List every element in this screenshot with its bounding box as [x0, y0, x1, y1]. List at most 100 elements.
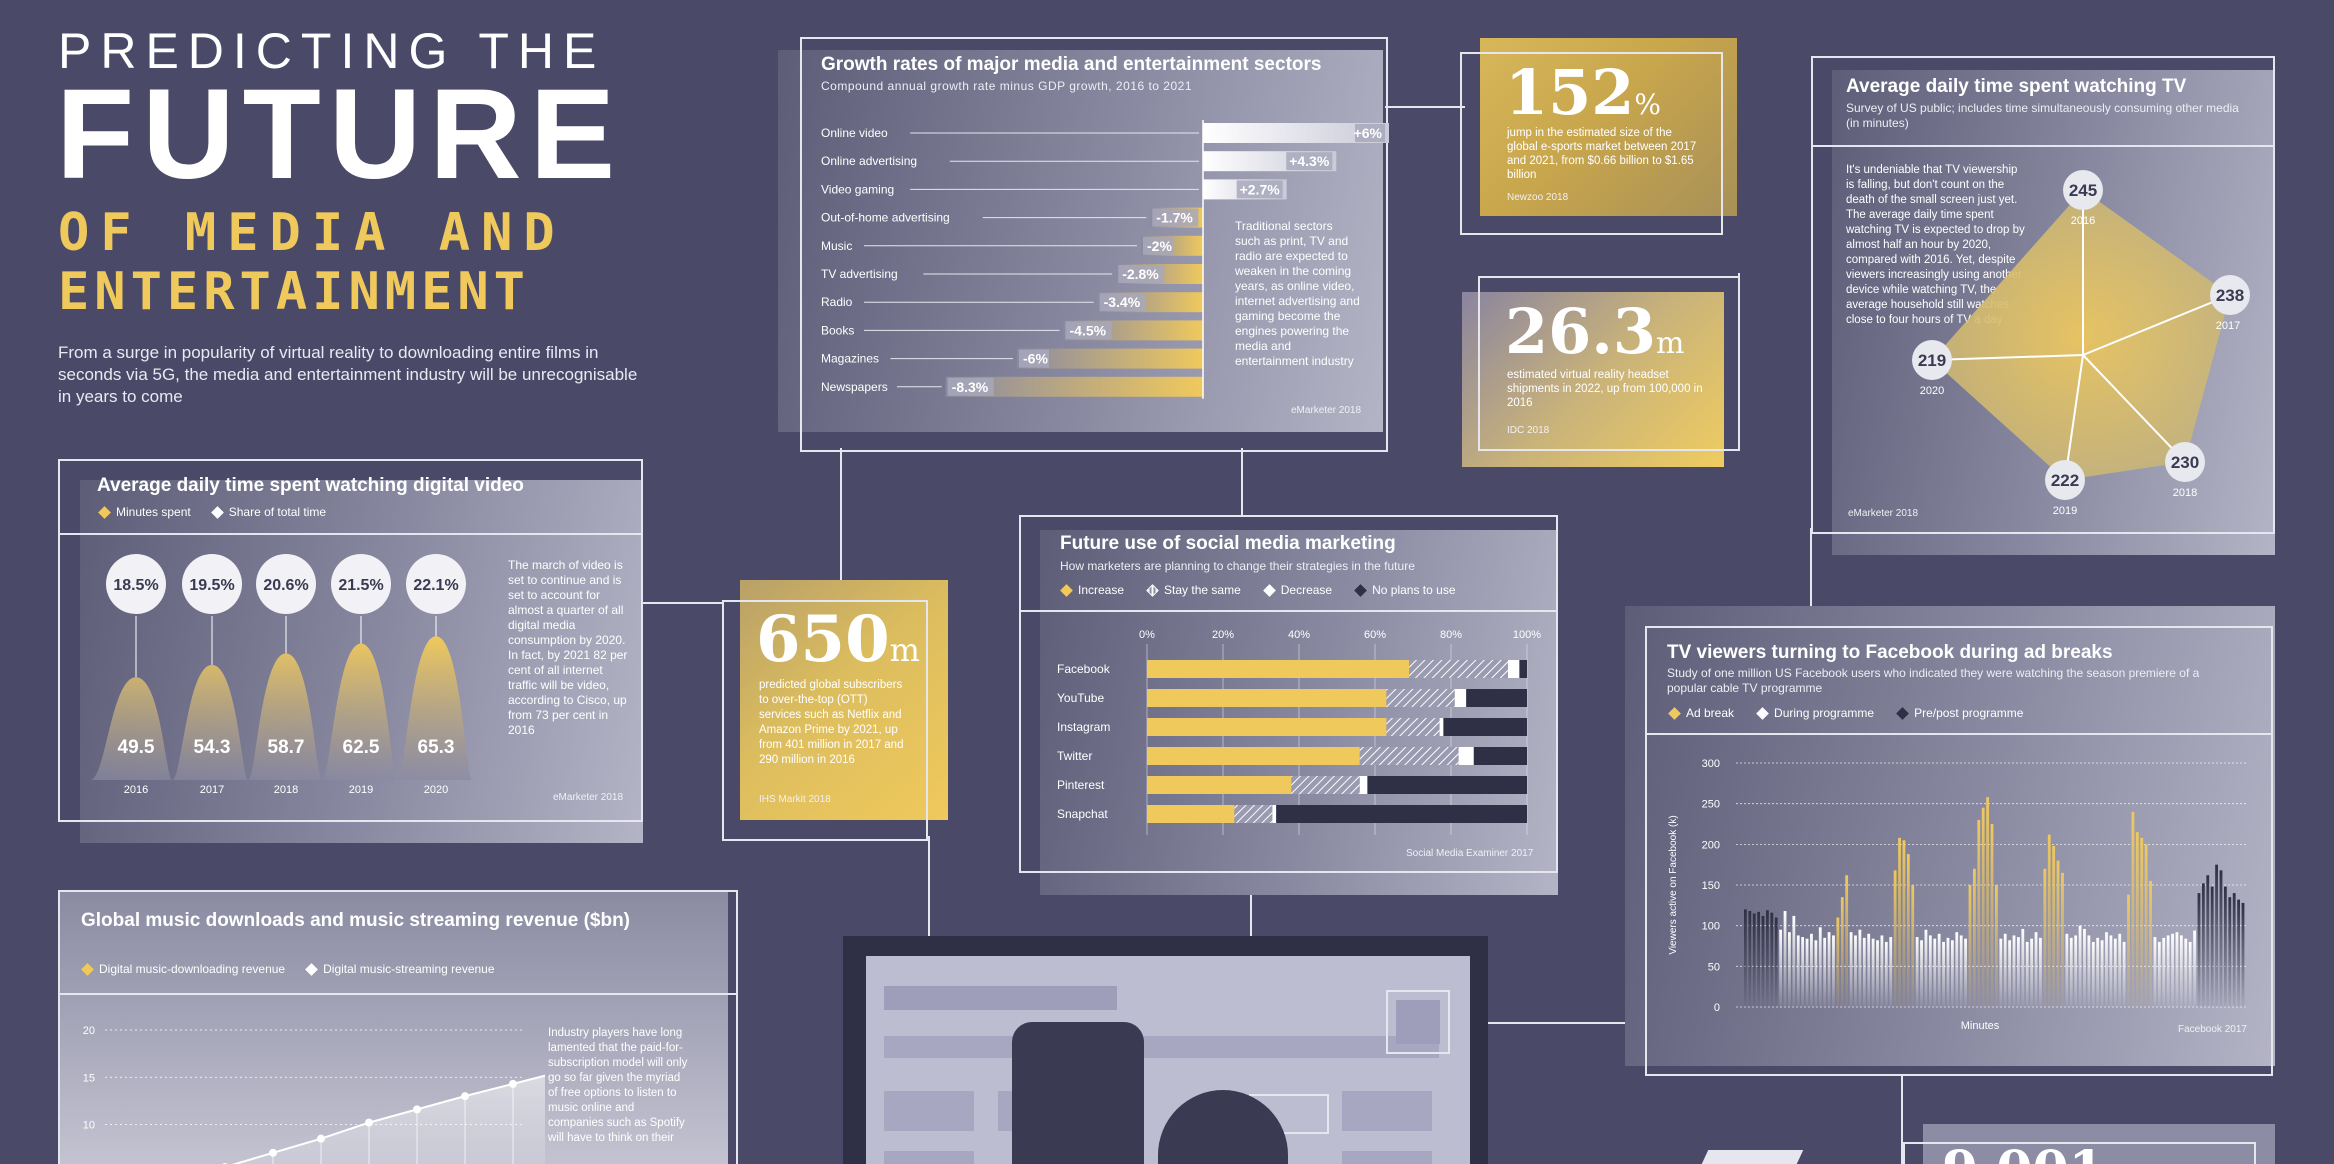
fb-bar: [2091, 941, 2095, 1007]
fb-bar: [2083, 928, 2086, 1007]
music-point: [461, 1092, 469, 1101]
tv-source: eMarketer 2018: [1848, 508, 1919, 519]
fb-bar: [2030, 938, 2034, 1007]
fb-bar: [1836, 917, 1840, 1007]
fb-bar: [2179, 935, 2183, 1007]
fb-xlabel: Minutes: [1961, 1020, 2000, 1032]
fb-bar: [2105, 932, 2108, 1007]
fb-bar: [2047, 834, 2051, 1007]
esports-number: 152: [1505, 56, 1635, 129]
video-year-label: 2020: [424, 784, 448, 796]
ott-tile: [740, 580, 948, 820]
fb-bar: [2096, 937, 2100, 1007]
radar-point: [2063, 170, 2103, 210]
title-line-3: OF MEDIA AND: [58, 203, 566, 263]
fb-bar: [2228, 897, 2232, 1007]
video-share-bubble: [331, 554, 391, 614]
fb-bar: [2078, 925, 2082, 1007]
social-tick-label: 60%: [1364, 629, 1386, 641]
fb-bar: [1915, 937, 1919, 1007]
social-bar-segment: [1359, 747, 1459, 765]
growth-category-label: Books: [821, 323, 854, 337]
growth-category-label: Magazines: [821, 352, 879, 366]
video-frame: [58, 459, 643, 822]
social-bar-segment: [1443, 718, 1527, 736]
fb-bar: [2171, 933, 2174, 1007]
fb-bar: [2157, 941, 2161, 1007]
ott-text: predicted global subscribers to over-the…: [759, 679, 904, 766]
fb-bar: [2122, 941, 2126, 1007]
legend-increase: Increase: [1060, 583, 1124, 598]
growth-category-label: Music: [821, 239, 852, 253]
vr-value: 26.3m: [1505, 295, 1684, 368]
fb-bar: [2008, 940, 2012, 1007]
growth-label-box: [1355, 124, 1385, 142]
music-ytick-label: 15: [83, 1072, 95, 1084]
growth-category-label: Video gaming: [821, 182, 894, 196]
radar-spoke: [2082, 294, 2231, 356]
fb-bar: [1876, 940, 1879, 1007]
fb-bar: [1752, 913, 1756, 1007]
growth-frame: [800, 37, 1388, 452]
video-minutes-label: 62.5: [343, 737, 380, 758]
social-bar-segment: [1291, 776, 1360, 794]
growth-bar: [945, 376, 1203, 397]
legend-downloads: Digital music-downloading revenue: [81, 962, 285, 977]
fb-bar: [1959, 935, 1963, 1007]
social-bar-segment: [1276, 805, 1527, 823]
ott-source: IHS Markit 2018: [759, 794, 831, 805]
radar-value-label: 238: [2216, 286, 2244, 305]
growth-value-label: +2.7%: [1240, 181, 1281, 197]
growth-value-label: -3.4%: [1104, 294, 1141, 310]
fb-bar: [1862, 937, 1866, 1007]
legend-adbreak: Ad break: [1668, 706, 1734, 721]
growth-source: eMarketer 2018: [1291, 405, 1362, 416]
fb-bar: [1805, 938, 1809, 1007]
growth-value-label: +4.3%: [1289, 153, 1330, 169]
social-bar-segment: [1147, 805, 1235, 823]
title-line-4: ENTERTAINMENT: [58, 262, 530, 322]
video-year-label: 2019: [349, 784, 373, 796]
social-category-label: Facebook: [1057, 662, 1111, 676]
social-bar-segment: [1147, 718, 1387, 736]
music-point: [317, 1134, 325, 1143]
fb-bar: [1964, 938, 1967, 1007]
video-share-label: 22.1%: [413, 577, 458, 594]
fb-bar: [2012, 935, 2016, 1007]
growth-bar: [1203, 123, 1389, 143]
radar-year-label: 2016: [2071, 215, 2095, 227]
radar-point: [2045, 460, 2085, 500]
teaser-tile: [1923, 1124, 2275, 1164]
video-minutes-label: 54.3: [194, 737, 231, 758]
fb-bar: [1858, 929, 1862, 1007]
fb-legend: Ad break During programme Pre/post progr…: [1668, 706, 2023, 721]
video-share-label: 19.5%: [189, 577, 234, 594]
fb-bar: [2206, 875, 2210, 1007]
growth-value-label: +6%: [1354, 125, 1383, 141]
social-tick-label: 0%: [1139, 629, 1155, 641]
fb-bar: [1884, 941, 1888, 1007]
fb-bar: [1942, 941, 1945, 1007]
vr-number: 26.3: [1505, 295, 1657, 368]
radar-value-label: 222: [2051, 471, 2079, 490]
social-bar-segment: [1359, 776, 1368, 794]
fb-ytick-label: 100: [1702, 921, 1720, 933]
fb-bar: [2039, 937, 2042, 1007]
social-bar-segment: [1386, 718, 1440, 736]
legend-same: Stay the same: [1146, 583, 1241, 598]
esports-source: Newzoo 2018: [1507, 192, 1569, 203]
growth-category-label: Online advertising: [821, 154, 917, 168]
fb-bar: [1889, 937, 1893, 1007]
growth-label-box: [1152, 208, 1199, 227]
fb-bar: [1955, 932, 1959, 1007]
fb-bar: [2025, 941, 2029, 1007]
music-point: [269, 1148, 277, 1157]
radar-value-label: 230: [2171, 453, 2199, 472]
radar-point: [2165, 442, 2205, 482]
divider: [58, 993, 738, 995]
vr-tile: [1462, 292, 1724, 467]
ott-frame: [722, 600, 928, 841]
social-category-label: Instagram: [1057, 720, 1110, 734]
vr-text: estimated virtual reality headset shipme…: [1507, 369, 1703, 409]
music-note: Industry players have long lamented that…: [548, 1027, 688, 1144]
